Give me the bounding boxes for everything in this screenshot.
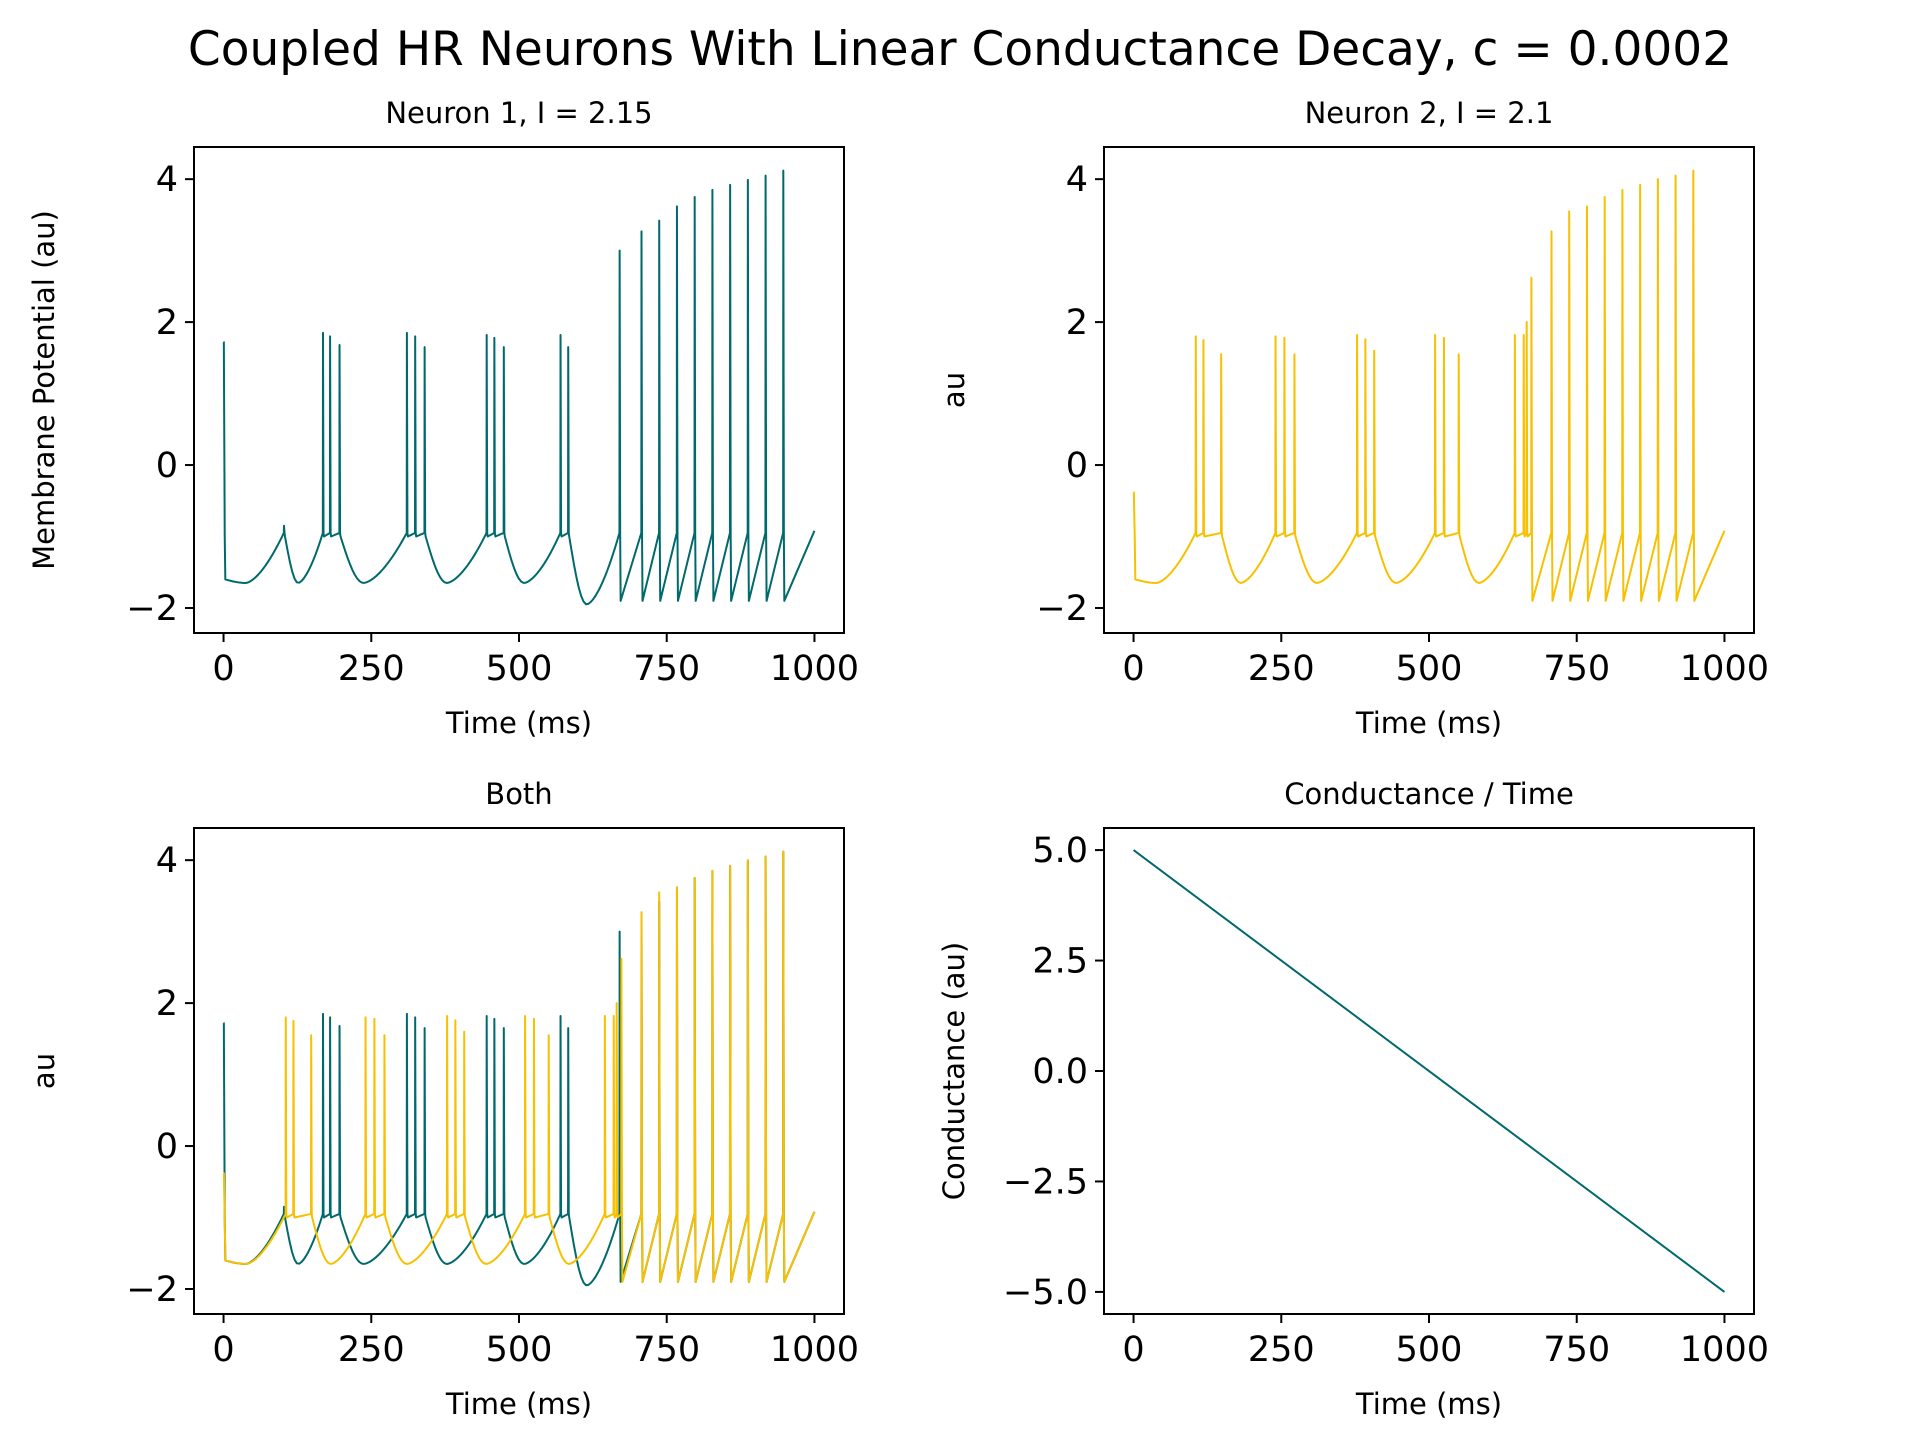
y-tick-label: 0: [1066, 446, 1088, 486]
x-tick-label: 0: [1122, 1330, 1144, 1370]
x-tick-label: 500: [1396, 1330, 1463, 1370]
subplot-title: Neuron 1, I = 2.15: [385, 96, 652, 130]
series-line-1: [1132, 849, 1726, 1293]
x-tick-label: 750: [633, 649, 700, 689]
y-tick-label: 5.0: [1032, 831, 1088, 871]
figure-title: Coupled HR Neurons With Linear Conductan…: [187, 22, 1733, 77]
y-tick-label: −2.5: [1003, 1162, 1088, 1202]
y-tick-label: 2: [156, 303, 178, 343]
x-axis-label: Time (ms): [1355, 706, 1502, 740]
y-axis-label: Membrane Potential (au): [27, 210, 61, 570]
x-tick-label: 500: [1396, 649, 1463, 689]
x-axis-label: Time (ms): [1355, 1387, 1502, 1421]
y-tick-label: 2.5: [1032, 942, 1088, 982]
subplot-title: Both: [485, 777, 552, 811]
y-tick-label: 4: [1066, 160, 1088, 200]
y-tick-label: −2: [126, 589, 178, 629]
x-tick-label: 1000: [1680, 649, 1769, 689]
x-tick-label: 250: [338, 1330, 405, 1370]
series-line-1: [222, 169, 816, 606]
x-axis-label: Time (ms): [445, 1387, 592, 1421]
x-tick-label: 1000: [770, 649, 859, 689]
x-tick-label: 500: [486, 649, 553, 689]
y-axis-label: au: [27, 1053, 61, 1089]
plot-frame: [193, 146, 845, 634]
subplot-title: Neuron 2, I = 2.1: [1305, 96, 1554, 130]
subplot-2: 0 250 500 750 1000 −2 0 2 4 Neuron 2, I = 2.1 Time…: [937, 96, 1769, 740]
x-tick-label: 750: [1543, 649, 1610, 689]
x-tick-label: 250: [1248, 649, 1315, 689]
y-tick-label: −2: [126, 1270, 178, 1310]
y-tick-label: 2: [1066, 303, 1088, 343]
y-tick-label: 0: [156, 446, 178, 486]
y-axis-label: au: [937, 372, 971, 408]
x-tick-label: 0: [212, 1330, 234, 1370]
x-tick-label: 1000: [1680, 1330, 1769, 1370]
series-line-1: [1132, 169, 1726, 602]
subplot-4: 0 250 500 750 1000 −5.0 −2.5 0.0 2.5 5.0 Conductan…: [937, 777, 1769, 1421]
y-tick-label: 0: [156, 1127, 178, 1167]
x-tick-label: 0: [212, 649, 234, 689]
y-tick-label: 4: [156, 160, 178, 200]
x-tick-label: 1000: [770, 1330, 859, 1370]
y-tick-label: 0.0: [1032, 1052, 1088, 1092]
x-tick-label: 0: [1122, 649, 1144, 689]
plot-frame: [193, 827, 845, 1315]
x-axis-label: Time (ms): [445, 706, 592, 740]
y-tick-label: 4: [156, 841, 178, 881]
x-tick-label: 750: [633, 1330, 700, 1370]
y-axis-label: Conductance (au): [937, 942, 971, 1200]
plot-frame: [1103, 146, 1755, 634]
subplot-title: Conductance / Time: [1284, 777, 1574, 811]
x-tick-label: 500: [486, 1330, 553, 1370]
series-line-2: [222, 850, 816, 1283]
x-tick-label: 250: [1248, 1330, 1315, 1370]
x-tick-label: 750: [1543, 1330, 1610, 1370]
x-tick-label: 250: [338, 649, 405, 689]
y-tick-label: 2: [156, 984, 178, 1024]
y-tick-label: −2: [1036, 589, 1088, 629]
y-tick-label: −5.0: [1003, 1273, 1088, 1313]
subplot-1: 0 250 500 750 1000 −2 0 2 4 Neuron 1, I = 2.15 Tim…: [27, 96, 859, 740]
subplot-3: 0 250 500 750 1000 −2 0 2 4 Both Time (ms) au: [27, 777, 859, 1421]
